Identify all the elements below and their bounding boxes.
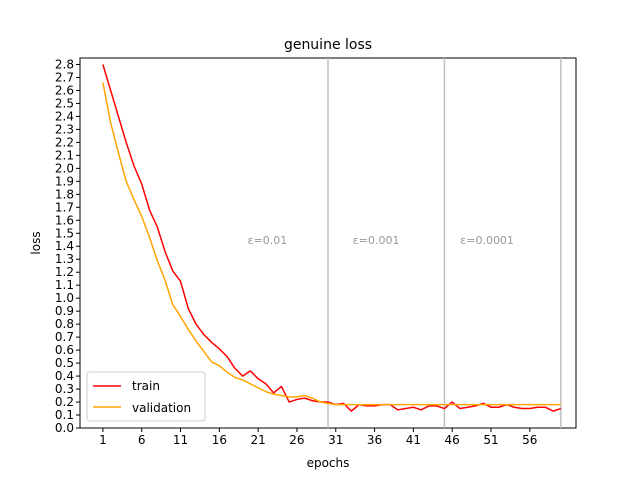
y-tick-label: 1.3 [55, 252, 74, 266]
y-tick-label: 0.6 [55, 343, 74, 357]
y-tick-label: 1.9 [55, 174, 74, 188]
x-tick-label: 26 [289, 433, 304, 447]
x-tick-label: 46 [445, 433, 460, 447]
y-tick-label: 1.2 [55, 265, 74, 279]
y-tick-label: 2.7 [55, 70, 74, 84]
y-tick-label: 1.0 [55, 291, 74, 305]
legend-label-train: train [132, 379, 160, 393]
y-tick-label: 1.8 [55, 187, 74, 201]
vertical-lines [327, 58, 562, 428]
y-tick-label: 1.1 [55, 278, 74, 292]
x-tick-label: 1 [99, 433, 107, 447]
y-tick-label: 2.3 [55, 122, 74, 136]
x-tick-label: 56 [522, 433, 537, 447]
y-tick-label: 1.5 [55, 226, 74, 240]
y-tick-label: 2.4 [55, 109, 74, 123]
y-tick-label: 1.7 [55, 200, 74, 214]
series-line-validation [102, 82, 561, 406]
y-tick-label: 1.6 [55, 213, 74, 227]
y-tick-label: 0.8 [55, 317, 74, 331]
y-tick-label: 2.0 [55, 161, 74, 175]
chart-title: genuine loss [284, 37, 372, 53]
x-tick-label: 41 [406, 433, 421, 447]
x-tick-label: 16 [212, 433, 227, 447]
y-tick-label: 0.0 [55, 421, 74, 435]
x-tick-label: 51 [483, 433, 498, 447]
y-tick-label: 2.6 [55, 83, 74, 97]
y-tick-label: 2.5 [55, 96, 74, 110]
y-tick-label: 2.2 [55, 135, 74, 149]
y-tick-label: 0.5 [55, 356, 74, 370]
legend-label-validation: validation [132, 401, 191, 415]
x-tick-label: 21 [251, 433, 266, 447]
y-tick-label: 0.7 [55, 330, 74, 344]
x-axis-label: epochs [307, 456, 350, 470]
legend-box [86, 371, 206, 422]
legend: train validation [86, 371, 206, 422]
x-axis-ticks: 1 6 11 16 21 26 31 36 41 46 51 56 [99, 428, 537, 447]
y-axis-label: loss [29, 231, 43, 254]
y-axis-ticks: 0.00.10.20.30.40.50.60.70.80.91.01.11.21… [55, 57, 80, 435]
y-tick-label: 0.4 [55, 369, 74, 383]
annotations: ε=0.01 ε=0.001 ε=0.0001 [248, 234, 514, 247]
y-tick-label: 1.4 [55, 239, 74, 253]
y-tick-label: 2.1 [55, 148, 74, 162]
x-tick-label: 36 [367, 433, 382, 447]
y-tick-label: 0.3 [55, 382, 74, 396]
x-tick-label: 11 [173, 433, 188, 447]
annotation-2: ε=0.0001 [460, 234, 514, 247]
annotation-1: ε=0.001 [353, 234, 400, 247]
series-lines [102, 64, 562, 412]
x-tick-label: 6 [138, 433, 146, 447]
y-tick-label: 2.8 [55, 57, 74, 71]
y-tick-label: 0.1 [55, 408, 74, 422]
annotation-0: ε=0.01 [248, 234, 288, 247]
y-tick-label: 0.2 [55, 395, 74, 409]
y-tick-label: 0.9 [55, 304, 74, 318]
x-tick-label: 31 [328, 433, 343, 447]
